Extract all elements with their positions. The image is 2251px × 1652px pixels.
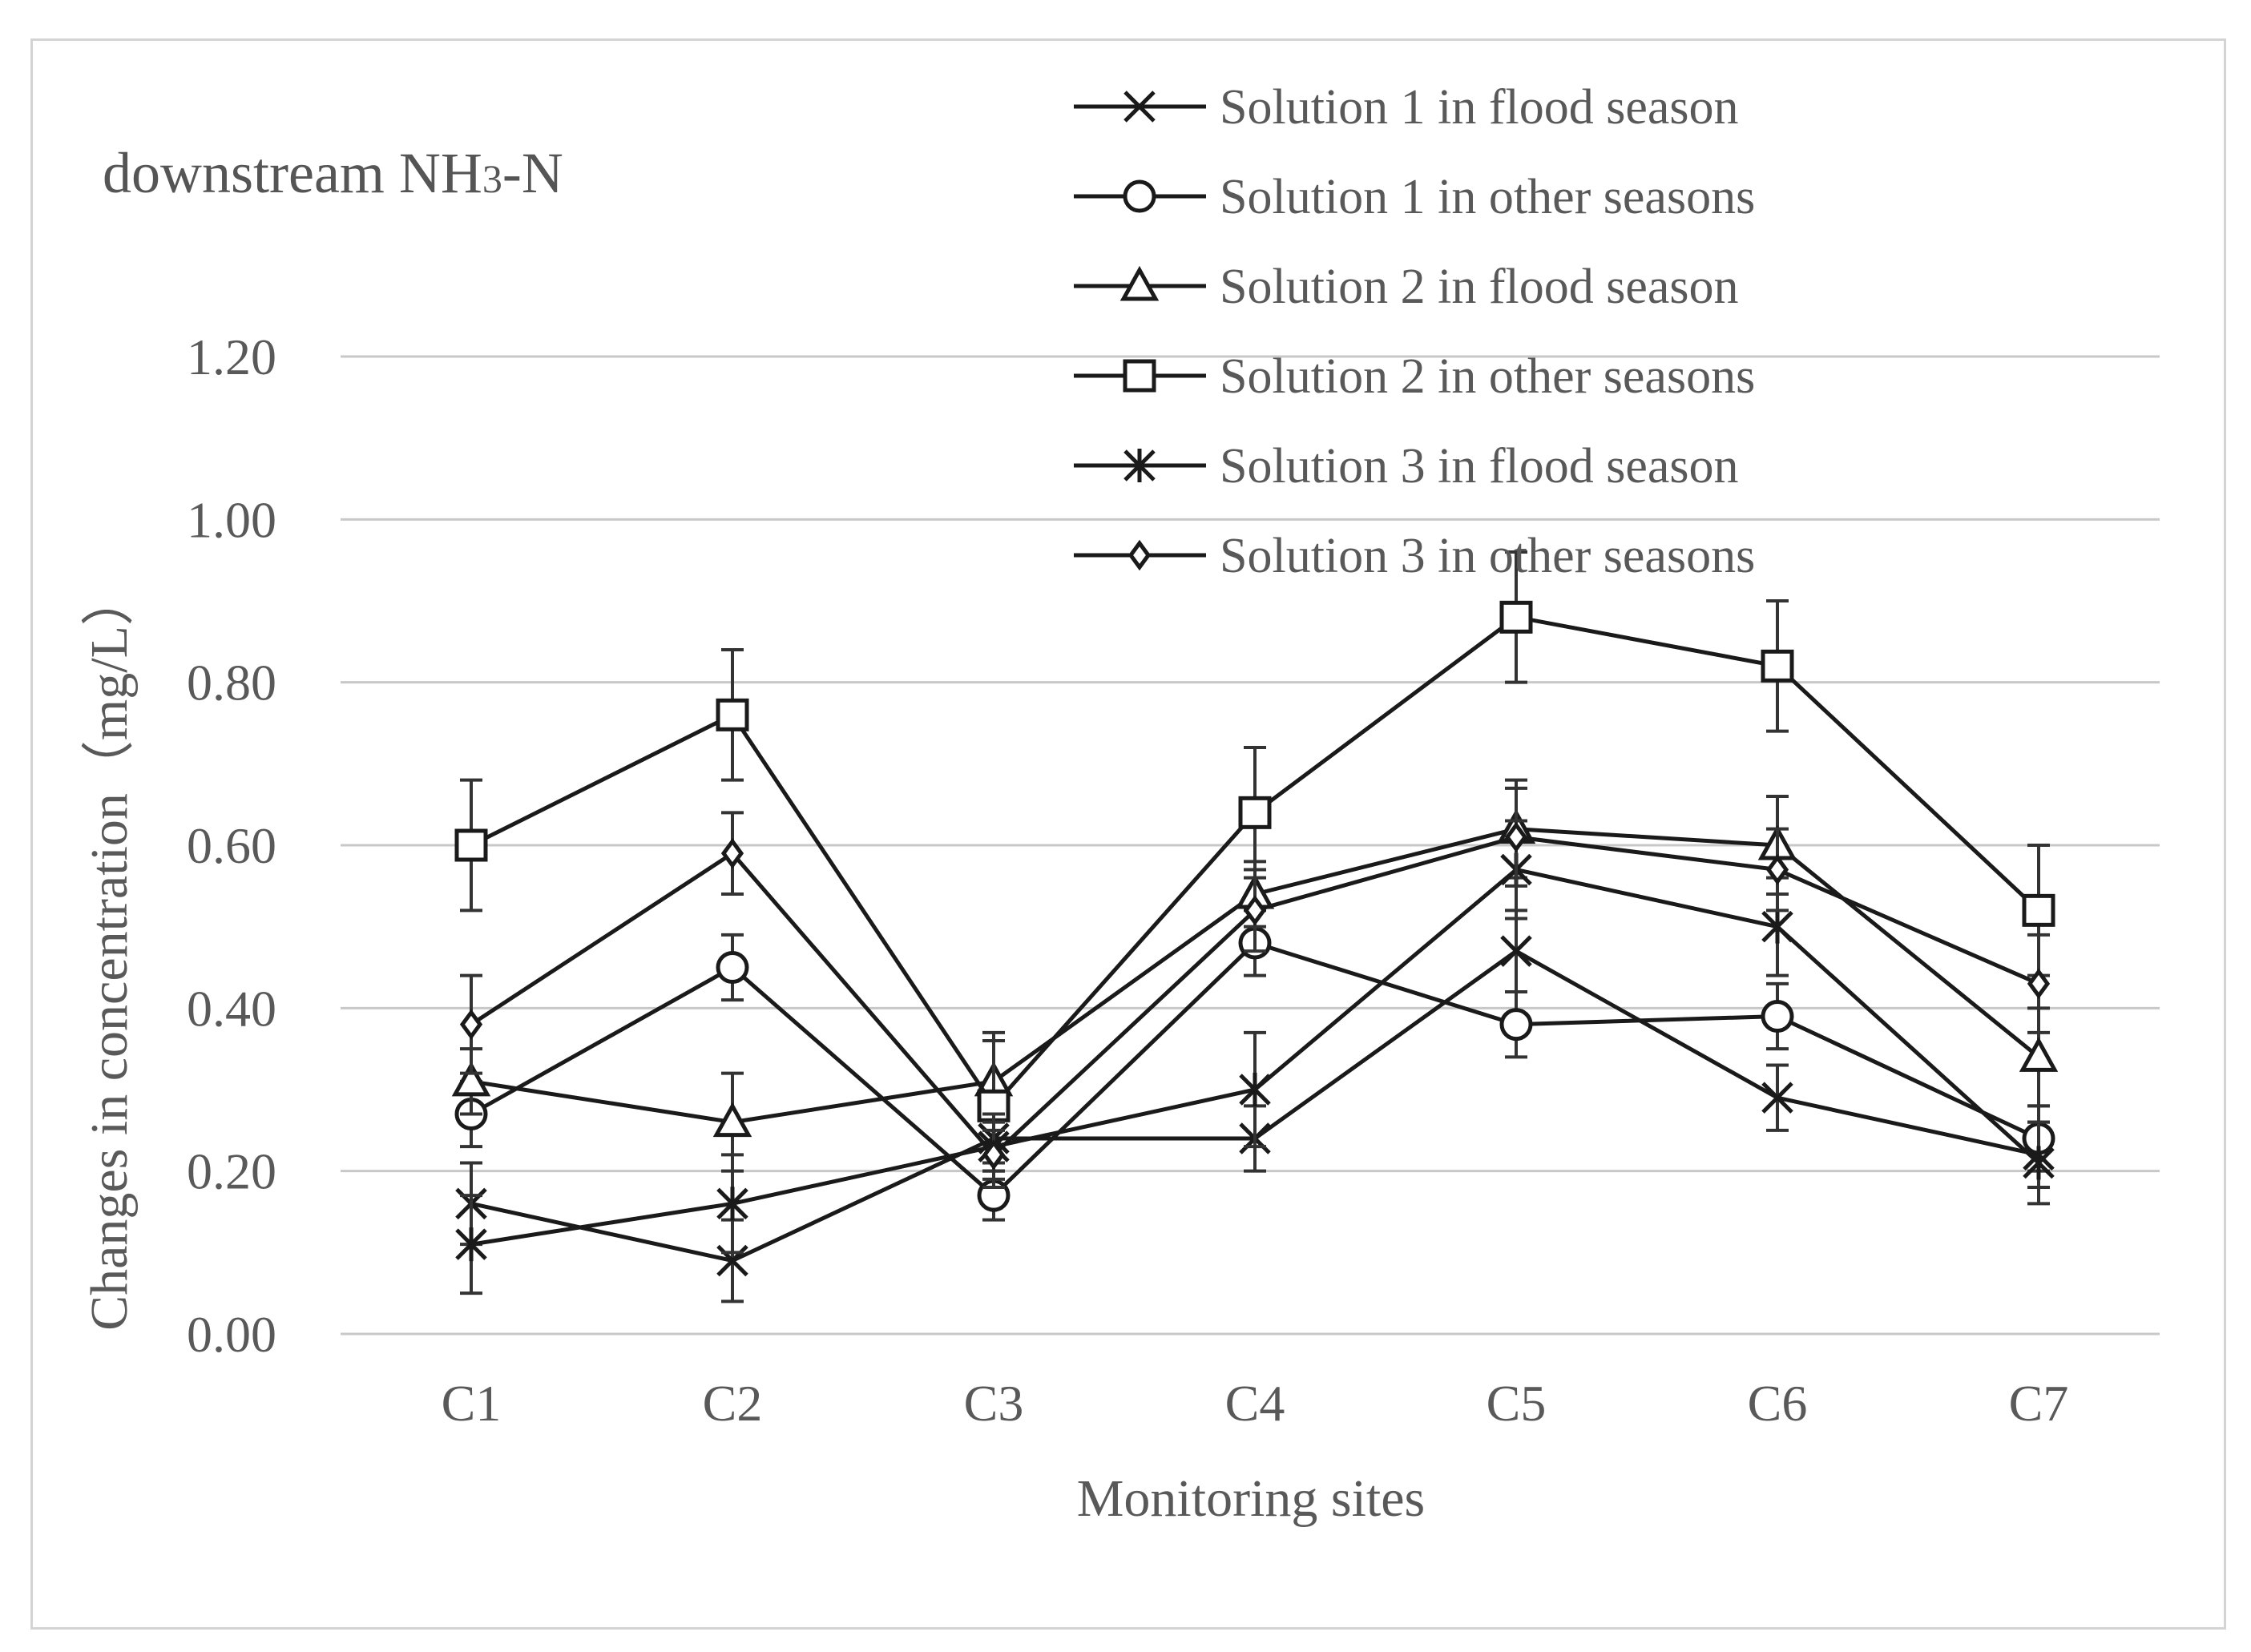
data-point [459,1009,483,1040]
y-tick-label: 0.40 [187,980,276,1037]
legend-item-1: Solution 1 in flood season [1074,80,1739,135]
legend-marker [1119,265,1160,301]
legend-item-2: Solution 1 in other seasons [1074,170,1755,224]
data-point [1765,854,1789,885]
y-tick-label: 0.20 [187,1143,276,1200]
marker-shape [720,837,744,869]
marker-shape [1128,539,1152,571]
marker-shape [1238,796,1272,829]
marker-shape [1761,649,1794,683]
data-point [1500,935,1532,967]
y-tick-label: 1.00 [187,491,276,548]
marker-shape [2022,893,2055,927]
data-point [716,951,749,984]
marker-shape [1504,821,1528,853]
marker-shape [712,1102,752,1138]
legend-label: Solution 1 in other seasons [1220,170,1755,224]
data-point [2019,1037,2059,1072]
data-point [1504,821,1528,853]
data-point [1499,600,1533,634]
gridlines [341,355,2160,1336]
x-tick-label: C4 [1225,1375,1285,1432]
marker-shape [1123,179,1156,213]
marker-stroke [1500,935,1532,967]
data-point [2023,1146,2055,1180]
data-point [716,698,749,731]
series-6 [459,786,2051,1189]
marker-shape [459,1009,483,1040]
legend-marker [1128,539,1152,571]
legend-marker [1123,449,1156,482]
marker-shape [1119,265,1160,301]
marker-shape [1761,1000,1794,1033]
data-point [982,1139,1006,1171]
legend-label: Solution 3 in flood season [1220,439,1739,494]
data-point [455,1227,487,1262]
data-point [1238,796,1272,829]
y-tick-label: 0.80 [187,655,276,711]
data-point [1499,1008,1533,1042]
marker-shape [1499,1008,1533,1042]
marker-shape [2019,1037,2059,1072]
marker-shape [451,1061,491,1097]
y-tick-label: 0.60 [187,817,276,874]
marker-shape [1123,359,1156,393]
y-tick-label: 0.00 [187,1306,276,1363]
chart-title-tail: -N [502,141,563,205]
x-axis-label: Monitoring sites [1077,1469,1426,1528]
data-point [451,1061,491,1097]
legend-label: Solution 1 in flood season [1220,80,1739,135]
marker-shape [1243,895,1267,926]
data-point [716,1187,748,1221]
chart-frame [30,38,2226,1630]
x-tick-label: C2 [703,1375,763,1432]
marker-shape [982,1139,1006,1171]
data-point [1761,649,1794,683]
legend-marker [1123,91,1156,123]
x-tick-label: C3 [964,1375,1024,1432]
series-layer [451,550,2059,1303]
legend: Solution 1 in flood season Solution 1 in … [1074,80,1755,583]
marker-stroke [1123,91,1156,123]
chart-title: downstream NH3-N [103,141,563,205]
chart-title-main: downstream NH [103,141,482,205]
x-tick-label: C5 [1487,1375,1547,1432]
data-point [712,1102,752,1138]
data-point [2022,893,2055,927]
marker-shape [1765,854,1789,885]
legend-item-4: Solution 2 in other seasons [1074,349,1755,404]
legend-item-6: Solution 3 in other seasons [1074,529,1755,583]
x-tick-label: C6 [1748,1375,1808,1432]
marker-shape [716,698,749,731]
x-tick-label: C1 [442,1375,502,1432]
data-point [1243,895,1267,926]
legend-item-5: Solution 3 in flood season [1074,439,1739,494]
x-tick-labels: C1 C2 C3 C4 C5 C6 C7 [442,1375,2069,1432]
data-point [454,828,488,862]
data-point [1761,1082,1793,1114]
y-tick-label: 1.20 [187,328,276,385]
data-point [1761,909,1793,944]
y-axis-label: Changes in concentration（mg/L） [80,573,139,1331]
marker-shape [716,951,749,984]
data-point [1239,1073,1271,1106]
marker-stroke [1761,1082,1793,1114]
legend-label: Solution 2 in flood season [1220,260,1739,314]
legend-marker [1123,359,1156,393]
x-tick-label: C7 [2009,1375,2069,1432]
marker-shape [454,828,488,862]
data-point [2027,968,2051,1000]
legend-label: Solution 2 in other seasons [1220,349,1755,404]
data-point [720,837,744,869]
legend-label: Solution 3 in other seasons [1220,529,1755,583]
chart-title-subscript: 3 [482,156,502,201]
marker-shape [1499,600,1533,634]
y-tick-labels: 0.00 0.20 0.40 0.60 0.80 1.00 1.20 [187,328,276,1363]
legend-item-3: Solution 2 in flood season [1074,260,1739,314]
legend-marker [1123,179,1156,213]
data-point [1761,1000,1794,1033]
marker-shape [2027,968,2051,1000]
